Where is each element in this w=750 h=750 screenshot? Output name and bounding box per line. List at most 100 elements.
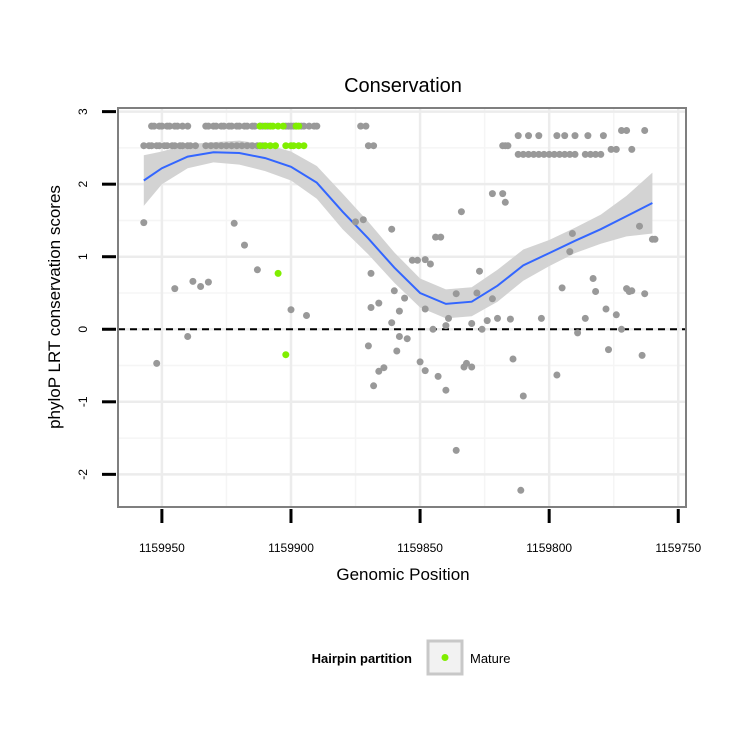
data-point	[628, 145, 636, 153]
data-point	[540, 150, 548, 158]
data-point	[253, 266, 261, 274]
y-tick-label: -2	[76, 469, 90, 480]
data-point	[605, 346, 612, 354]
data-point	[506, 315, 514, 323]
data-point	[300, 122, 308, 130]
data-point	[641, 127, 649, 134]
data-point	[473, 289, 481, 297]
data-point	[416, 358, 424, 366]
x-axis-title: Genomic Position	[336, 565, 469, 584]
data-point	[313, 122, 321, 130]
data-point	[556, 150, 563, 158]
data-point	[628, 287, 636, 295]
data-point	[432, 233, 440, 241]
data-point	[452, 446, 460, 454]
confidence-band-area	[143, 140, 653, 319]
mature-point	[261, 122, 269, 130]
data-point	[519, 392, 527, 400]
data-point	[442, 322, 450, 330]
data-point	[566, 248, 574, 256]
data-point	[561, 132, 569, 140]
data-point	[287, 306, 295, 314]
confidence-band	[143, 140, 653, 319]
data-point	[235, 122, 243, 130]
data-point	[305, 122, 313, 130]
x-tick-label: 1159750	[655, 541, 701, 555]
mature-point	[300, 142, 308, 150]
data-point	[437, 233, 445, 241]
data-point	[204, 122, 212, 130]
x-axis-ticks: 1159950 1159900 1159850 1159800 1159750	[139, 509, 701, 555]
data-point	[414, 256, 421, 264]
data-point	[550, 150, 558, 158]
data-point	[230, 219, 238, 227]
data-point	[434, 372, 442, 380]
x-tick-label: 1159950	[139, 541, 185, 555]
data-point	[153, 359, 161, 367]
data-point	[429, 325, 437, 333]
data-point	[401, 294, 409, 302]
data-point	[243, 122, 251, 130]
data-point	[592, 288, 600, 295]
data-point	[602, 305, 610, 313]
data-point	[457, 208, 465, 216]
chart-title: Conservation	[344, 75, 462, 97]
data-point	[150, 122, 158, 130]
panel-border	[117, 107, 687, 508]
mature-point	[282, 351, 290, 359]
data-point	[509, 355, 517, 363]
data-point	[393, 347, 401, 355]
data-point	[589, 275, 597, 282]
data-point	[535, 150, 543, 158]
data-point	[171, 142, 179, 150]
mature-point	[274, 122, 282, 130]
data-point	[303, 312, 310, 319]
data-point	[163, 142, 171, 150]
data-point	[519, 150, 527, 158]
data-point	[197, 283, 205, 290]
data-point	[212, 122, 220, 130]
data-point	[571, 132, 579, 140]
data-point	[158, 122, 166, 130]
data-point	[222, 142, 230, 150]
x-tick-label: 1159800	[526, 541, 572, 555]
data-point	[558, 284, 566, 292]
data-point	[618, 127, 625, 134]
data-point	[501, 198, 509, 206]
data-point	[478, 325, 486, 333]
mature-point	[261, 142, 269, 150]
mature-point	[256, 122, 264, 130]
data-point	[375, 367, 383, 375]
data-point	[483, 317, 491, 325]
data-point	[468, 363, 476, 371]
data-point	[204, 278, 212, 286]
data-point	[488, 190, 496, 198]
data-point	[587, 150, 594, 158]
smooth-curve	[143, 151, 653, 305]
data-point	[408, 256, 416, 264]
data-point	[607, 145, 615, 153]
data-point	[184, 122, 192, 130]
data-point	[148, 142, 156, 150]
data-point	[140, 219, 148, 227]
data-point	[388, 319, 396, 327]
data-point	[233, 142, 241, 150]
data-point	[592, 150, 600, 158]
data-point	[494, 314, 501, 322]
data-point	[173, 122, 181, 130]
y-tick-label: 0	[76, 326, 90, 333]
data-point	[367, 304, 375, 311]
legend-title: Hairpin partition	[312, 651, 412, 666]
data-point	[367, 269, 375, 277]
data-point	[220, 122, 228, 130]
data-point	[514, 150, 522, 158]
mature-point	[272, 142, 279, 150]
mature-point	[274, 269, 282, 277]
data-point	[561, 150, 569, 158]
data-point	[574, 329, 582, 337]
data-point	[228, 142, 236, 150]
data-point	[651, 235, 659, 243]
smooth-line	[143, 151, 653, 305]
data-point	[612, 311, 620, 319]
grid-lines	[118, 108, 686, 507]
